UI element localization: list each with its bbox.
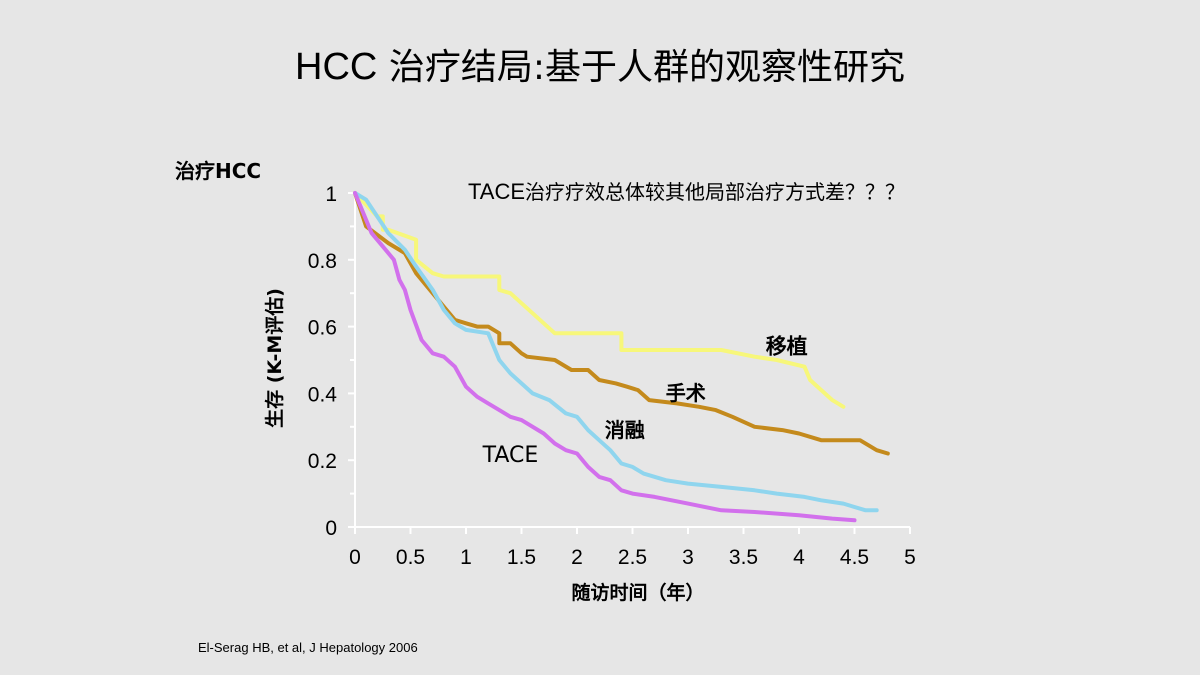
series-label: 手术 — [666, 381, 706, 405]
y-axis-label: 生存 (K-M评估) — [263, 288, 286, 428]
x-tick-label: 0 — [349, 546, 361, 569]
series-line-手术 — [353, 191, 890, 456]
x-tick-label: 4.5 — [840, 546, 869, 569]
series-line-TACE — [353, 191, 857, 523]
note-main: 治疗疗效总体较其他局部治疗方式差？？？ — [525, 180, 906, 204]
y-tick-label: 0.4 — [308, 383, 338, 406]
x-tick-label: 3.5 — [729, 546, 758, 569]
annotation-note: TACE治疗疗效总体较其他局部治疗方式差？？？ — [468, 176, 905, 205]
series-label: TACE — [482, 443, 539, 468]
series-label: 消融 — [605, 418, 645, 442]
series-label: 移植 — [766, 334, 808, 358]
x-tick-label: 1 — [460, 546, 472, 569]
series-lines — [353, 191, 890, 523]
axis-ticks: 0 0.5 1 1.5 2 2.5 3 3.5 4 4.5 5 0 0.2 0.4 0.6 0.8 1 — [308, 183, 916, 569]
x-tick-label: 1.5 — [507, 546, 536, 569]
title-main: 治疗结局:基于人群的观察性研究 — [377, 47, 905, 88]
y-tick-label: 0.2 — [308, 450, 337, 473]
slide-title: HCC 治疗结局:基于人群的观察性研究 — [0, 38, 1200, 90]
x-axis-label: 随访时间（年） — [571, 581, 704, 604]
title-prefix: HCC — [295, 46, 378, 88]
series-line-消融 — [353, 191, 879, 513]
x-tick-label: 3 — [682, 546, 694, 569]
y-tick-label: 0.6 — [308, 317, 337, 340]
x-tick-label: 4 — [793, 546, 805, 569]
x-tick-label: 2 — [571, 546, 583, 569]
x-tick-label: 0.5 — [396, 546, 425, 569]
x-tick-label: 2.5 — [618, 546, 647, 569]
source-citation: El-Serag HB, et al, J Hepatology 2006 — [198, 640, 418, 655]
x-tick-label: 5 — [904, 546, 916, 569]
y-tick-label: 1 — [325, 183, 337, 206]
y-tick-label: 0.8 — [308, 250, 337, 273]
chart-title: 治疗HCC — [175, 159, 261, 183]
series-line-移植 — [353, 191, 846, 409]
note-prefix: TACE — [468, 179, 526, 204]
y-tick-label: 0 — [325, 517, 337, 540]
